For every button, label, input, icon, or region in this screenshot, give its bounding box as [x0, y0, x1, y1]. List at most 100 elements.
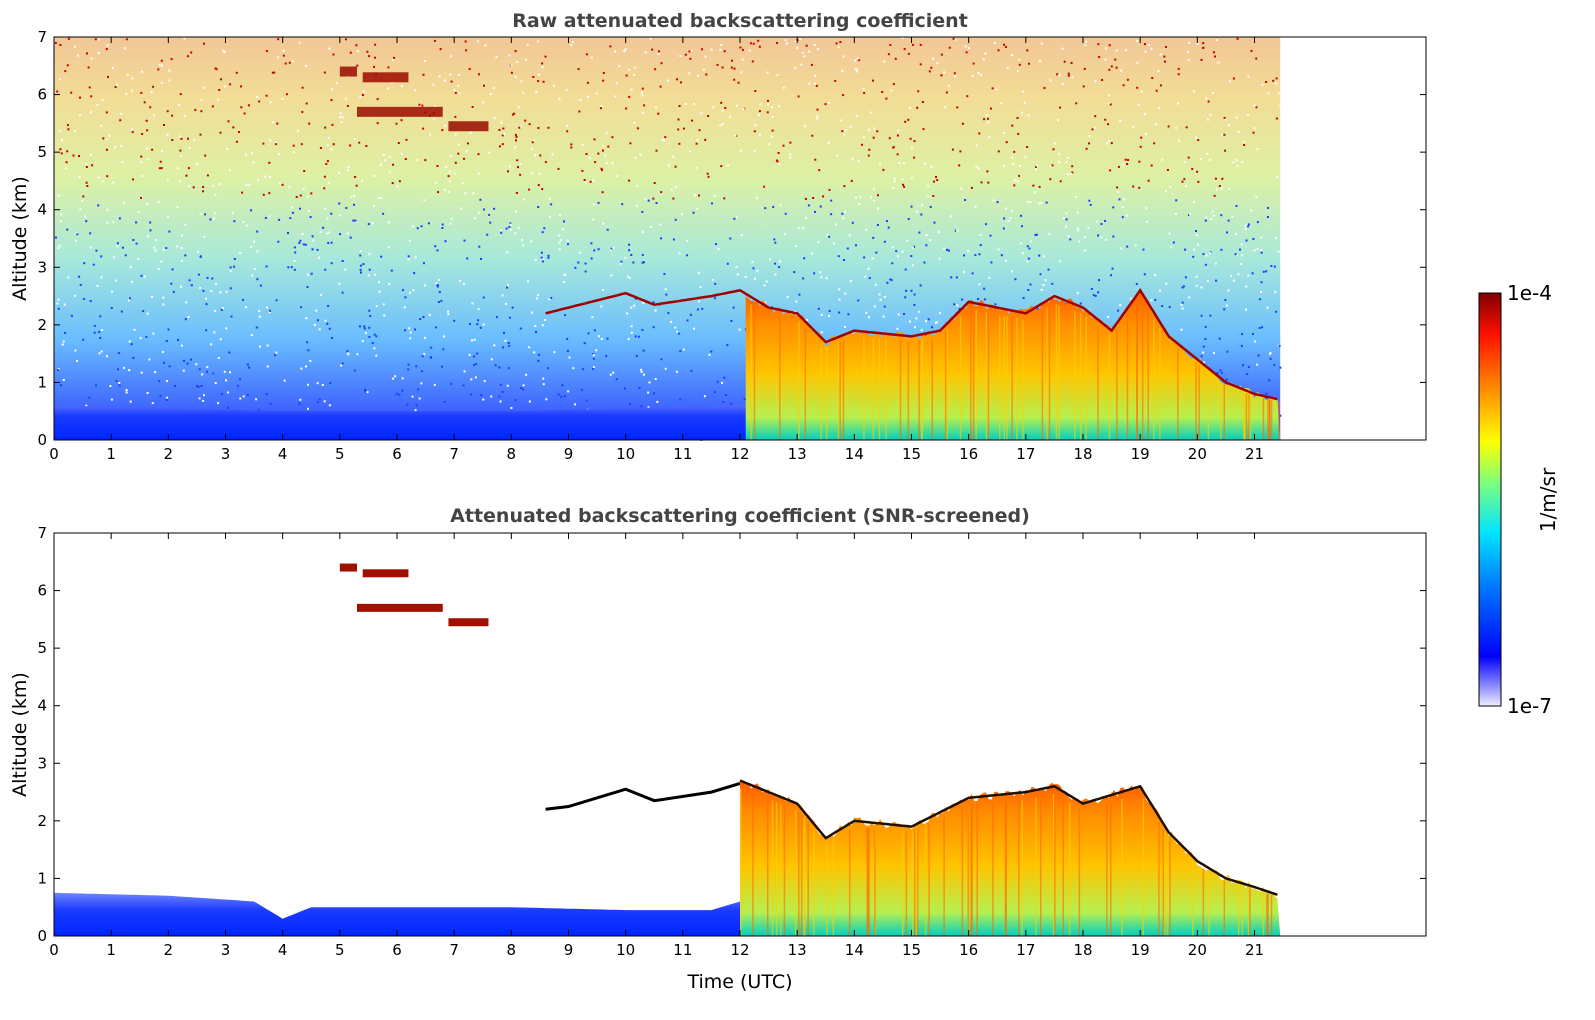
noise-speckle [184, 318, 187, 321]
noise-speckle [140, 196, 142, 199]
noise-speckle [362, 94, 364, 96]
noise-speckle [309, 216, 312, 219]
noise-speckle [1210, 218, 1213, 221]
noise-speckle [702, 68, 705, 71]
noise-speckle [102, 137, 105, 140]
noise-speckle [179, 135, 182, 138]
noise-speckle [128, 369, 131, 372]
noise-speckle [528, 346, 531, 349]
noise-speckle [508, 54, 511, 57]
noise-speckle [165, 247, 168, 250]
noise-speckle [197, 386, 200, 388]
noise-speckle [193, 138, 196, 141]
noise-speckle [806, 318, 809, 321]
noise-speckle [1237, 130, 1240, 133]
noise-speckle [368, 253, 371, 256]
noise-speckle [1200, 314, 1203, 317]
noise-speckle [1119, 304, 1122, 307]
colorbar-gradient [1478, 292, 1502, 707]
noise-speckle [310, 192, 313, 195]
noise-speckle [178, 104, 180, 106]
noise-speckle [457, 152, 460, 155]
noise-speckle [288, 185, 291, 188]
noise-speckle [1260, 290, 1262, 293]
noise-speckle [1279, 104, 1282, 107]
noise-speckle [530, 240, 533, 243]
noise-speckle [1065, 302, 1068, 305]
noise-speckle [1204, 263, 1207, 266]
noise-speckle [479, 198, 482, 201]
noise-speckle [326, 232, 329, 235]
noise-speckle [557, 393, 560, 396]
noise-speckle [1049, 178, 1052, 181]
noise-speckle [330, 88, 333, 91]
noise-speckle [1275, 82, 1278, 85]
noise-speckle [373, 333, 376, 336]
noise-speckle [499, 383, 502, 386]
noise-speckle [509, 223, 512, 226]
noise-speckle [1000, 254, 1003, 257]
noise-speckle [258, 100, 261, 103]
noise-speckle [375, 335, 378, 338]
noise-speckle [633, 66, 636, 69]
noise-speckle [500, 121, 503, 124]
noise-speckle [1253, 104, 1256, 107]
noise-speckle [206, 276, 209, 279]
noise-speckle [266, 365, 269, 368]
noise-speckle [1098, 56, 1101, 59]
noise-speckle [515, 139, 517, 142]
noise-speckle [268, 192, 271, 195]
noise-speckle [1265, 270, 1268, 273]
noise-speckle [630, 306, 633, 309]
noise-speckle [483, 208, 485, 211]
noise-speckle [364, 390, 367, 393]
noise-speckle [184, 223, 187, 226]
noise-speckle [54, 41, 57, 44]
noise-speckle [684, 102, 687, 105]
noise-speckle [634, 335, 637, 338]
noise-speckle [1192, 90, 1195, 93]
noise-speckle [462, 182, 464, 185]
y-tick-label: 2 [37, 316, 47, 334]
noise-speckle [547, 256, 550, 259]
noise-speckle [299, 207, 301, 210]
noise-speckle [774, 262, 777, 265]
noise-speckle [714, 282, 717, 285]
noise-speckle [641, 87, 644, 90]
noise-speckle [79, 208, 82, 211]
noise-speckle [277, 240, 280, 243]
noise-speckle [633, 121, 636, 124]
noise-speckle [388, 282, 391, 285]
noise-speckle [1240, 344, 1243, 347]
noise-speckle [838, 298, 841, 301]
noise-speckle [412, 289, 415, 292]
noise-speckle [1234, 253, 1237, 256]
noise-speckle [375, 354, 378, 357]
noise-speckle [222, 49, 225, 52]
noise-speckle [158, 380, 161, 383]
noise-speckle [717, 248, 720, 251]
noise-speckle [704, 55, 707, 58]
noise-speckle [870, 196, 873, 199]
noise-speckle [217, 98, 220, 101]
noise-speckle [635, 354, 638, 357]
noise-speckle [307, 407, 309, 410]
noise-speckle [733, 78, 736, 81]
noise-speckle [327, 242, 330, 244]
noise-speckle [733, 67, 736, 70]
noise-speckle [805, 44, 808, 47]
noise-speckle [720, 101, 723, 104]
y-tick-label: 5 [37, 143, 47, 161]
noise-speckle [696, 138, 699, 141]
noise-speckle [167, 215, 170, 218]
noise-speckle [105, 148, 108, 151]
noise-speckle [57, 368, 60, 370]
noise-speckle [515, 210, 517, 213]
x-tick-label: 0 [49, 941, 59, 959]
noise-speckle [318, 328, 321, 331]
noise-speckle [1155, 89, 1158, 92]
noise-speckle [567, 243, 569, 246]
noise-speckle [743, 398, 746, 401]
noise-speckle [284, 62, 287, 65]
noise-speckle [961, 122, 964, 125]
